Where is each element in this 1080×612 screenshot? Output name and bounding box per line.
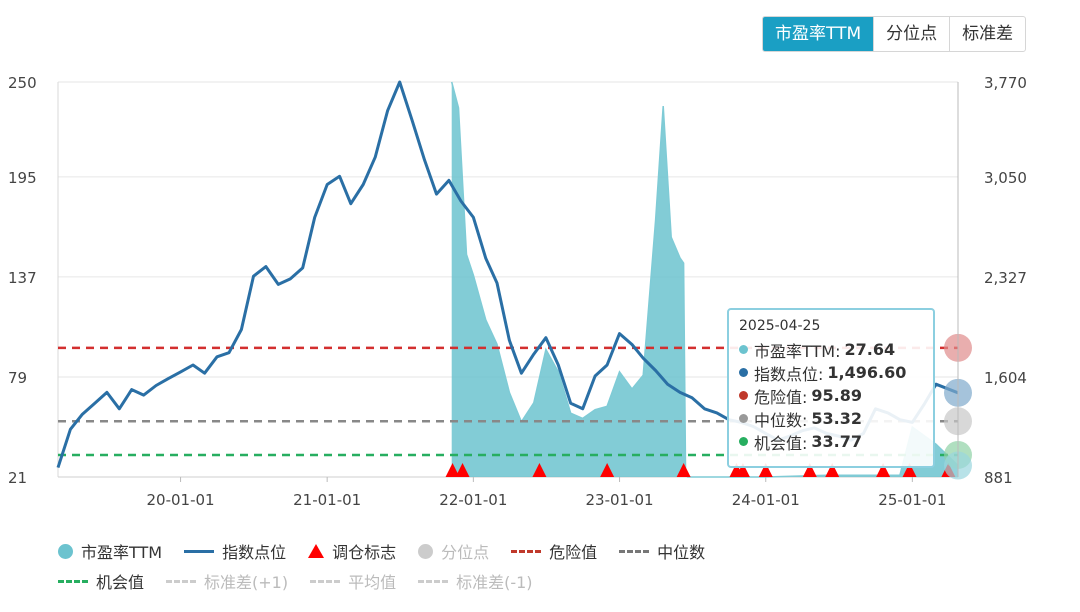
chart-tooltip: 2025-04-25 市盈率TTM: 27.64 指数点位: 1,496.60 危险… — [727, 308, 935, 468]
tab-std-dev[interactable]: 标准差 — [962, 24, 1014, 44]
right-tick-label: 3,770 — [984, 74, 1027, 92]
tab-pe-ttm[interactable]: 市盈率TTM — [763, 17, 875, 51]
rebalance-marker — [455, 463, 470, 477]
right-tick-label: 1,604 — [984, 369, 1027, 387]
x-tick-label: 20-01-01 — [147, 491, 215, 509]
pe-ttm-area — [451, 82, 958, 477]
dashed-line-icon — [418, 579, 449, 583]
rebalance-marker — [676, 463, 691, 477]
legend-item-median[interactable]: 中位数 — [619, 539, 705, 563]
rebalance-marker — [758, 463, 773, 477]
dashed-line-icon — [511, 549, 542, 553]
dashed-line-icon — [619, 549, 650, 553]
rebalance-marker — [735, 463, 750, 477]
rebalance-marker — [600, 463, 615, 477]
left-tick-label: 79 — [8, 369, 27, 387]
x-tick-label: 22-01-01 — [439, 491, 507, 509]
right-tick-label: 881 — [984, 469, 1013, 487]
rebalance-marker — [802, 463, 817, 477]
triangle-icon — [308, 544, 325, 558]
left-tick-label: 21 — [8, 469, 27, 487]
legend-item-opportunity[interactable]: 机会值 — [58, 569, 144, 593]
rebalance-marker — [876, 463, 891, 477]
legend-line-icon — [184, 549, 215, 553]
tooltip-row-index: 指数点位: 1,496.60 — [739, 361, 923, 384]
tooltip-row-opportunity: 机会值: 33.77 — [739, 430, 923, 453]
left-tick-label: 137 — [8, 269, 37, 287]
legend-item-std-plus[interactable]: 标准差(+1) — [166, 569, 288, 593]
tooltip-row-median: 中位数: 53.32 — [739, 407, 923, 430]
x-tick-label: 25-01-01 — [878, 491, 946, 509]
chart-area[interactable]: 21 881 79 1,604 137 2,327 195 3,050 250 3,770 20-0… — [0, 0, 1080, 530]
tooltip-date: 2025-04-25 — [739, 318, 821, 334]
legend-item-pe-ttm[interactable]: 市盈率TTM — [58, 539, 162, 563]
tooltip-row-danger: 危险值: 95.89 — [739, 384, 923, 407]
dashed-line-icon — [58, 579, 88, 583]
legend-item-std-minus[interactable]: 标准差(-1) — [418, 569, 533, 593]
tooltip-row-pe: 市盈率TTM: 27.64 — [739, 338, 923, 361]
pe-ttm-line — [450, 81, 959, 478]
tab-percentile[interactable]: 分位点 — [874, 17, 951, 51]
legend-item-rebalance[interactable]: 调仓标志 — [308, 539, 396, 563]
legend-dot-icon — [58, 543, 73, 559]
rebalance-marker — [532, 463, 547, 477]
right-tick-label: 3,050 — [984, 169, 1027, 187]
chart-legend: 市盈率TTM 指数点位 调仓标志 分位点 危险值 中位数 机会值 标准差(+1)… — [58, 536, 1018, 596]
dashed-line-icon — [166, 579, 197, 583]
legend-dot-icon — [418, 543, 434, 559]
rebalance-marker — [825, 463, 840, 477]
dashed-line-icon — [310, 579, 341, 583]
x-tick-label: 21-01-01 — [293, 491, 361, 509]
metric-tabs: 市盈率TTM 分位点 标准差 — [762, 16, 1027, 52]
legend-item-percentile[interactable]: 分位点 — [418, 539, 489, 563]
x-tick-label: 24-01-01 — [732, 491, 800, 509]
left-tick-label: 250 — [8, 74, 37, 92]
rebalance-marker — [902, 463, 917, 477]
rebalance-marker — [445, 463, 460, 477]
x-tick-label: 23-01-01 — [586, 491, 654, 509]
legend-item-index[interactable]: 指数点位 — [184, 539, 286, 563]
legend-item-mean[interactable]: 平均值 — [310, 569, 396, 593]
left-tick-label: 195 — [8, 169, 37, 187]
right-tick-label: 2,327 — [984, 269, 1027, 287]
legend-item-danger[interactable]: 危险值 — [511, 539, 597, 563]
